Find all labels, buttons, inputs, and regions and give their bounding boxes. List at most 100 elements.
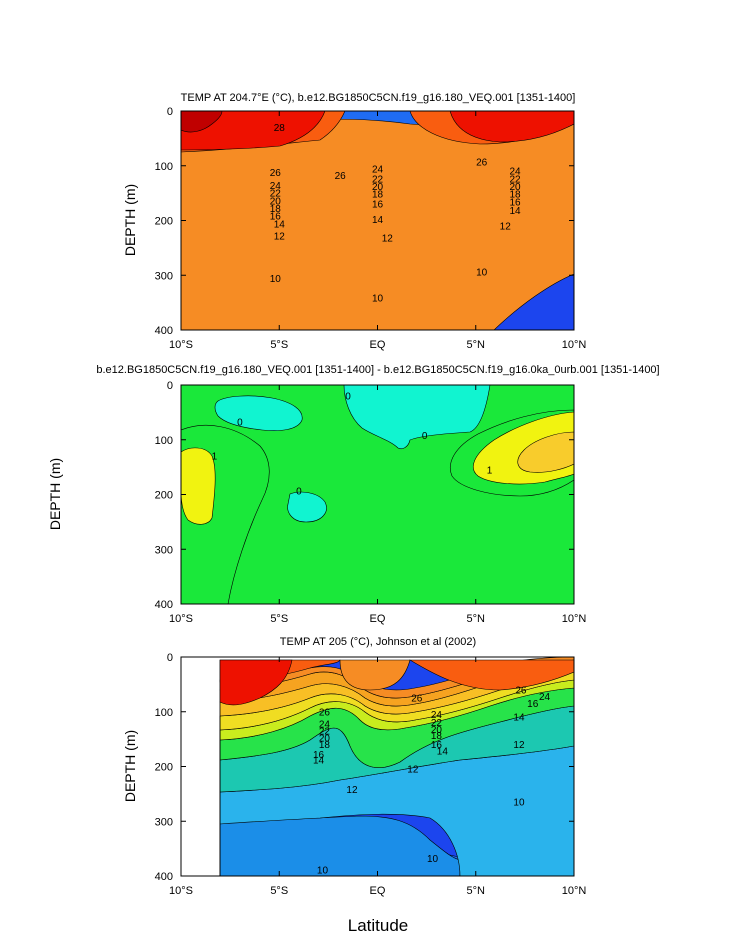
contour-label: 0 xyxy=(345,391,351,402)
contour-label: 24 xyxy=(270,181,282,192)
contour-label: 26 xyxy=(270,168,282,179)
panel-2-plot-area xyxy=(181,385,574,604)
panel-3-plot-area xyxy=(181,657,574,876)
x-tick-label: EQ xyxy=(370,885,386,897)
x-tick-label: 5°N xyxy=(467,339,486,351)
contour-label: 28 xyxy=(274,123,286,134)
panel-1-title: TEMP AT 204.7°E (°C), b.e12.BG1850C5CN.f… xyxy=(181,92,576,104)
y-tick-label: 400 xyxy=(155,871,173,883)
p3-region-26-east-arm xyxy=(339,659,411,691)
contour-label: 0 xyxy=(422,431,428,442)
contour-label: 22 xyxy=(431,718,443,729)
contour-label: 20 xyxy=(509,182,521,193)
contour-label: 12 xyxy=(500,221,512,232)
panel-2-title: b.e12.BG1850C5CN.f19_g16.180_VEQ.001 [13… xyxy=(96,364,659,376)
contour-label: 20 xyxy=(319,734,331,745)
contour-label: 14 xyxy=(372,215,384,226)
x-tick-label: 10°N xyxy=(562,613,587,625)
y-tick-label: 0 xyxy=(167,106,173,118)
y-tick-label: 400 xyxy=(155,325,173,337)
panel-1-yticks: 0 100 200 300 400 xyxy=(155,106,574,337)
contour-label: 24 xyxy=(509,167,521,178)
contour-label: 22 xyxy=(270,189,282,200)
contour-label: 10 xyxy=(270,274,282,285)
contour-label: 12 xyxy=(274,231,286,242)
contour-label: 0 xyxy=(237,418,243,429)
panel-3-yticks: 0 100 200 300 400 xyxy=(155,652,574,883)
contour-label: 1 xyxy=(487,465,493,476)
panel-3-contour-labels: 2624222018161412102624222018161412262416… xyxy=(313,685,551,876)
panel-1-ylabel: DEPTH (m) xyxy=(122,184,138,256)
contour-label: 1 xyxy=(212,452,218,463)
contour-label: 12 xyxy=(382,234,394,245)
panel-1-xticks: 10°S 5°S EQ 5°N 10°N xyxy=(169,111,586,351)
contour-label: 24 xyxy=(539,692,551,703)
contour-label: 14 xyxy=(513,713,525,724)
contour-label: 16 xyxy=(313,750,325,761)
x-tick-label: EQ xyxy=(370,613,386,625)
contour-label: 18 xyxy=(319,740,331,751)
contour-label: 14 xyxy=(274,219,286,230)
x-tick-label: 5°N xyxy=(467,613,486,625)
p1-region-30-core xyxy=(181,111,223,133)
p2-pos-east-core xyxy=(517,431,574,473)
contour-label: 14 xyxy=(509,206,521,217)
contour-label: 26 xyxy=(319,707,331,718)
y-tick-label: 200 xyxy=(155,490,173,502)
p1-region-28-east xyxy=(449,111,574,143)
contour-label: 24 xyxy=(431,710,443,721)
panel-2-contour-labels: 0 1 0 0 0 1 xyxy=(212,391,493,497)
p2-neg-top-center xyxy=(343,385,491,450)
x-axis-label: Latitude xyxy=(348,916,409,935)
x-tick-label: 5°N xyxy=(467,885,486,897)
panel-1-plot-area xyxy=(181,111,574,330)
panel-1: TEMP AT 204.7°E (°C), b.e12.BG1850C5CN.f… xyxy=(122,92,586,351)
y-tick-label: 100 xyxy=(155,707,173,719)
contour-label: 14 xyxy=(313,755,325,766)
contour-label: 10 xyxy=(427,854,439,865)
contour-label: 18 xyxy=(509,190,521,201)
x-tick-label: 10°N xyxy=(562,339,587,351)
contour-label: 26 xyxy=(335,171,347,182)
contour-label: 26 xyxy=(515,685,527,696)
contour-label: 22 xyxy=(372,174,384,185)
contour-label: 22 xyxy=(509,174,521,185)
contour-label: 20 xyxy=(270,196,282,207)
contour-label: 10 xyxy=(476,267,488,278)
contour-label: 16 xyxy=(509,197,521,208)
y-tick-label: 200 xyxy=(155,216,173,228)
contour-label: 20 xyxy=(431,725,443,736)
y-tick-label: 100 xyxy=(155,435,173,447)
contour-label: 26 xyxy=(476,157,488,168)
contour-label: 12 xyxy=(407,765,419,776)
contour-label: 16 xyxy=(372,200,384,211)
y-tick-label: 300 xyxy=(155,270,173,282)
y-tick-label: 200 xyxy=(155,762,173,774)
x-tick-label: 5°S xyxy=(270,613,288,625)
panel-2: b.e12.BG1850C5CN.f19_g16.180_VEQ.001 [13… xyxy=(47,364,660,625)
panel-1-contour-labels: 2826242220181614121026242220181614121026… xyxy=(270,123,521,305)
contour-label: 0 xyxy=(296,487,302,498)
p3-region-28-west xyxy=(219,659,293,706)
x-tick-label: 10°S xyxy=(169,885,193,897)
y-tick-label: 0 xyxy=(167,380,173,392)
x-tick-label: 5°S xyxy=(270,339,288,351)
p2-pos-west xyxy=(181,447,216,525)
x-tick-label: 10°S xyxy=(169,339,193,351)
contour-label: 10 xyxy=(513,798,525,809)
contour-label: 18 xyxy=(431,731,443,742)
x-tick-label: 5°S xyxy=(270,885,288,897)
contour-label: 18 xyxy=(372,190,384,201)
contour-label: 10 xyxy=(372,294,384,305)
panel-3-xticks: 10°S 5°S EQ 5°N 10°N xyxy=(169,657,586,897)
panel-3-ylabel: DEPTH (m) xyxy=(122,730,138,802)
contour-label: 16 xyxy=(431,740,443,751)
contour-label: 14 xyxy=(437,747,449,758)
contour-label: 22 xyxy=(319,726,331,737)
panel-2-xticks: 10°S 5°S EQ 5°N 10°N xyxy=(169,385,586,625)
y-tick-label: 300 xyxy=(155,816,173,828)
p2-neg-mid xyxy=(287,491,327,523)
contour-label: 24 xyxy=(319,719,331,730)
